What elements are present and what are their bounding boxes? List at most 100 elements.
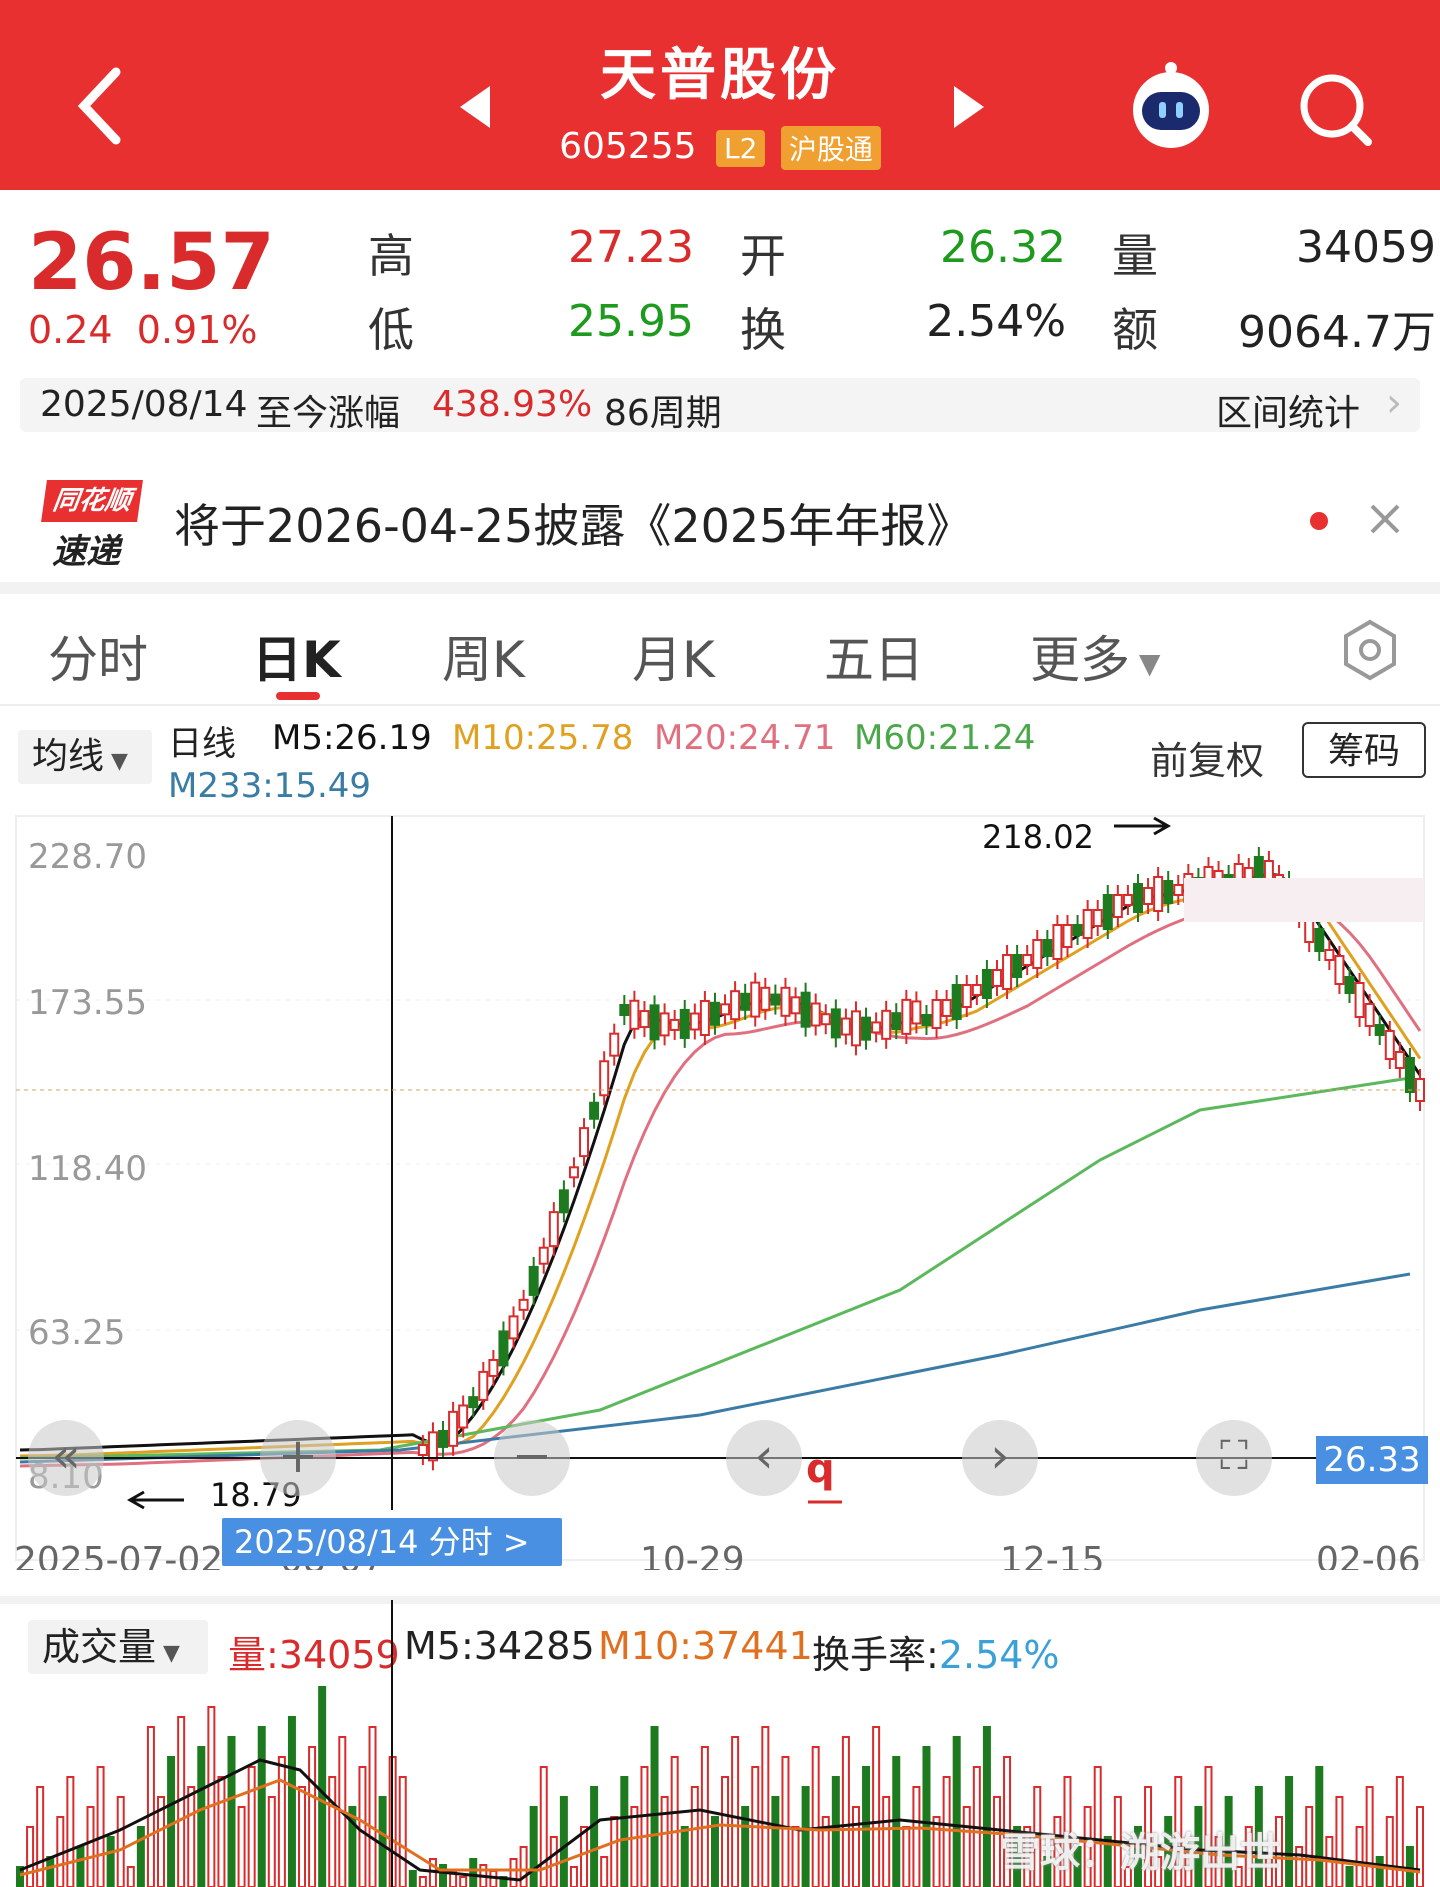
candle-body	[478, 1370, 489, 1401]
back-icon[interactable]	[70, 66, 130, 146]
amount-value: 9064.7万	[1238, 307, 1436, 358]
candle-body	[498, 1330, 509, 1367]
shaded-region	[1184, 878, 1424, 922]
volume-bar	[257, 1726, 266, 1887]
candle-body	[1334, 955, 1345, 985]
next-stock-icon[interactable]	[948, 82, 988, 132]
high-label: 高	[368, 229, 414, 283]
candle-body	[468, 1396, 479, 1409]
tab-intraday[interactable]: 分时	[48, 631, 148, 689]
ths-express-logo: 同花顺 速递	[38, 476, 144, 572]
l2-badge: L2	[716, 129, 766, 167]
max-arrow-head	[1153, 816, 1172, 836]
volume-bar	[670, 1756, 679, 1887]
volume-bar	[298, 1786, 307, 1887]
volume-bar	[146, 1726, 155, 1887]
volume-indicator-selector[interactable]: 成交量 ▼	[28, 1620, 208, 1674]
ma20-line	[19, 895, 1422, 1468]
volume-bar	[287, 1716, 296, 1887]
volume-bar	[1385, 1816, 1394, 1887]
volume-bar	[882, 1796, 891, 1887]
chevron-right-icon: ›	[1386, 380, 1402, 426]
volume-bar	[1144, 1786, 1153, 1887]
volume-ma10: M10:37441	[598, 1624, 813, 1668]
volume-bar	[439, 1864, 448, 1887]
volume-bar	[1224, 1796, 1233, 1887]
volume-bar	[46, 1856, 55, 1887]
range-stats-link[interactable]: 区间统计	[1216, 393, 1361, 434]
volume-bar	[902, 1826, 911, 1887]
candle-body	[599, 1060, 610, 1097]
candle-body	[981, 969, 992, 999]
adjust-mode-button[interactable]: 前复权	[1150, 739, 1265, 783]
candle-body	[518, 1298, 529, 1311]
chips-button[interactable]: 筹码	[1302, 722, 1426, 778]
prev-stock-icon[interactable]	[456, 82, 496, 132]
volume-bar	[116, 1796, 125, 1887]
scroll-right-icon[interactable]: ›	[962, 1420, 1038, 1496]
volume-bar	[1315, 1766, 1324, 1887]
fullscreen-icon[interactable]: ⛶	[1196, 1420, 1272, 1496]
search-icon[interactable]	[1296, 70, 1376, 150]
zoom-in-icon[interactable]: +	[260, 1420, 336, 1496]
range-stats-bar[interactable]: 2025/08/14 至今涨幅 438.93% 86周期 区间统计 ›	[20, 378, 1420, 434]
intraday-link-pill[interactable]: 2025/08/14 分时 >	[222, 1518, 562, 1566]
volume-ma5-line	[19, 1758, 1421, 1882]
volume-bar	[1083, 1806, 1092, 1887]
volume-bar	[569, 1866, 578, 1887]
volume-bar	[912, 1786, 921, 1887]
candle-body	[669, 1018, 680, 1031]
zoom-out-icon[interactable]: −	[494, 1420, 570, 1496]
high-value: 27.23	[568, 222, 694, 273]
candle-body	[1092, 909, 1103, 927]
tab-daily-k[interactable]: 日K	[252, 631, 341, 689]
candle-body	[1173, 884, 1184, 896]
amount-label: 额	[1112, 303, 1158, 357]
volume-bar	[126, 1866, 135, 1887]
close-icon[interactable]	[1368, 502, 1402, 536]
ma-selector-button[interactable]: 均线 ▼	[18, 730, 152, 784]
volume-bar	[1133, 1826, 1142, 1887]
volume-bar	[1043, 1856, 1052, 1887]
candle-body	[558, 1189, 569, 1214]
candle-body	[1344, 976, 1355, 994]
volume-bar	[1204, 1766, 1213, 1887]
chart-grid	[16, 999, 1424, 1331]
rewind-icon[interactable]: «	[28, 1420, 104, 1496]
tab-five-day[interactable]: 五日	[824, 631, 924, 689]
volume-bar	[741, 1806, 750, 1887]
scroll-left-icon[interactable]: ‹	[726, 1420, 802, 1496]
robot-assistant-icon[interactable]	[1126, 60, 1216, 150]
range-date: 2025/08/14	[40, 384, 248, 425]
volume-bar	[36, 1786, 45, 1887]
tab-more[interactable]: 更多 ▼	[1030, 631, 1161, 689]
tab-monthly-k[interactable]: 月K	[632, 631, 715, 689]
volume-bar	[791, 1826, 800, 1887]
candle-body	[568, 1166, 579, 1179]
volume-bar	[86, 1806, 95, 1887]
volume-bar	[771, 1796, 780, 1887]
volume-bar	[862, 1766, 871, 1887]
candle-body	[417, 1444, 428, 1456]
volume-bar	[187, 1786, 196, 1887]
settings-gear-icon[interactable]	[1338, 618, 1402, 682]
candle-body	[508, 1315, 519, 1340]
candle-body	[438, 1429, 449, 1448]
volume-bar	[519, 1846, 528, 1887]
volume-bar	[1093, 1766, 1102, 1887]
volume-bar	[358, 1766, 367, 1887]
candle-body	[699, 1000, 710, 1037]
period-label: 日线	[168, 724, 236, 764]
notice-text[interactable]: 将于2026-04-25披露《2025年年报》	[174, 499, 973, 553]
volume-bar	[559, 1796, 568, 1887]
low-value: 25.95	[568, 296, 694, 347]
volume-bar	[1013, 1826, 1022, 1887]
volume-bar	[922, 1746, 931, 1887]
volume-bar	[368, 1726, 377, 1887]
volume-bar	[1365, 1786, 1374, 1887]
volume-bar	[630, 1806, 639, 1887]
range-periods: 86周期	[604, 393, 722, 434]
tab-weekly-k[interactable]: 周K	[442, 631, 525, 689]
